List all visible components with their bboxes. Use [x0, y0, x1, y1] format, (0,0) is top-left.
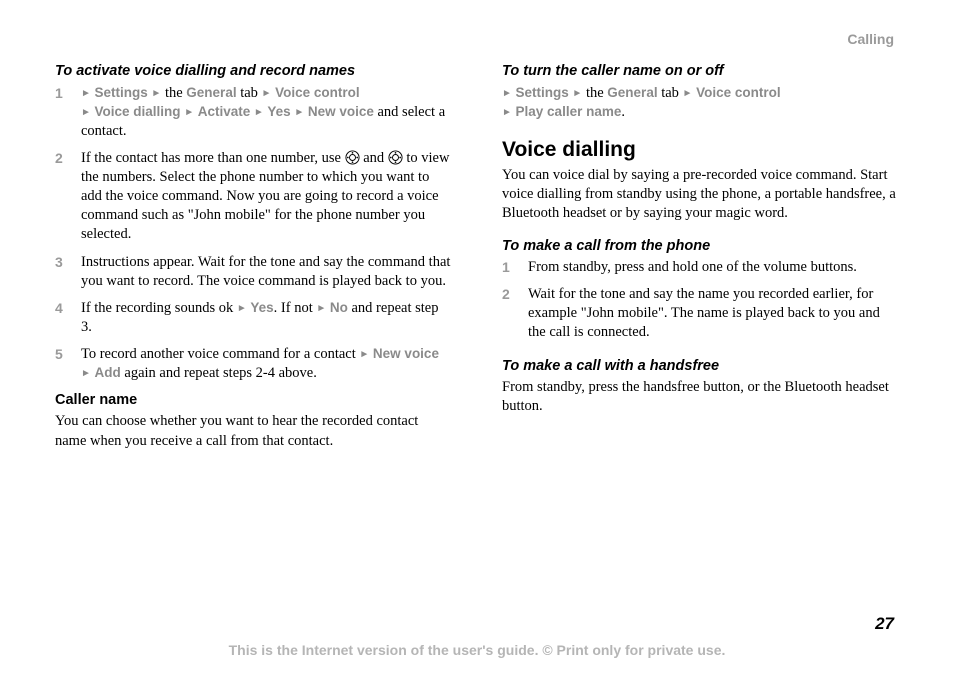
- arrow-icon: ►: [502, 88, 512, 99]
- nav-left-icon: [345, 150, 360, 165]
- text: the: [161, 85, 186, 101]
- menu-path: General: [186, 85, 236, 100]
- arrow-icon: ►: [359, 349, 369, 360]
- nav-right-icon: [388, 150, 403, 165]
- step-number: 5: [55, 345, 81, 383]
- caller-name-body: You can choose whether you want to hear …: [55, 412, 452, 450]
- step-body: To record another voice command for a co…: [81, 345, 452, 383]
- page-number: 27: [875, 613, 894, 635]
- activate-steps: 1 ► Settings ► the General tab ► Voice c…: [55, 84, 452, 384]
- menu-path: Yes: [250, 300, 273, 315]
- step-number: 3: [55, 253, 81, 291]
- activate-title: To activate voice dialling and record na…: [55, 62, 452, 80]
- menu-path: Activate: [198, 104, 251, 119]
- menu-path: Settings: [516, 85, 569, 100]
- text: If the recording sounds ok: [81, 300, 237, 316]
- arrow-icon: ►: [502, 107, 512, 118]
- arrow-icon: ►: [151, 88, 161, 99]
- list-item: 4 If the recording sounds ok ► Yes. If n…: [55, 299, 452, 337]
- right-column: To turn the caller name on or off ► Sett…: [502, 62, 899, 464]
- menu-path: No: [330, 300, 348, 315]
- text: If the contact has more than one number,…: [81, 150, 345, 166]
- arrow-icon: ►: [294, 107, 304, 118]
- page-header: Calling: [55, 30, 899, 48]
- menu-path: Add: [95, 365, 121, 380]
- step-body: Wait for the tone and say the name you r…: [528, 285, 899, 342]
- step-number: 2: [55, 149, 81, 245]
- menu-path: General: [607, 85, 657, 100]
- list-item: 1 ► Settings ► the General tab ► Voice c…: [55, 84, 452, 141]
- voice-dialling-body: You can voice dial by saying a pre-recor…: [502, 166, 899, 223]
- caller-name-section: Caller name You can choose whether you w…: [55, 391, 452, 450]
- list-item: 2 Wait for the tone and say the name you…: [502, 285, 899, 342]
- menu-path: Voice control: [275, 85, 360, 100]
- arrow-icon: ►: [81, 107, 91, 118]
- handsfree-body: From standby, press the handsfree button…: [502, 378, 899, 416]
- step-body: From standby, press and hold one of the …: [528, 258, 899, 277]
- step-number: 1: [55, 84, 81, 141]
- arrow-icon: ►: [254, 107, 264, 118]
- menu-path: Voice control: [696, 85, 781, 100]
- menu-path: Settings: [95, 85, 148, 100]
- arrow-icon: ►: [262, 88, 272, 99]
- list-item: 3 Instructions appear. Wait for the tone…: [55, 253, 452, 291]
- voice-dialling-section: Voice dialling You can voice dial by say…: [502, 136, 899, 223]
- arrow-icon: ►: [316, 303, 326, 314]
- text: and: [360, 150, 388, 166]
- step-body: Instructions appear. Wait for the tone a…: [81, 253, 452, 291]
- handsfree-section: To make a call with a handsfree From sta…: [502, 357, 899, 416]
- page-footer: This is the Internet version of the user…: [0, 641, 954, 659]
- menu-path: New voice: [308, 104, 374, 119]
- arrow-icon: ►: [81, 88, 91, 99]
- arrow-icon: ►: [237, 303, 247, 314]
- handsfree-title: To make a call with a handsfree: [502, 357, 899, 375]
- text: .: [621, 104, 625, 120]
- turn-caller-path: ► Settings ► the General tab ► Voice con…: [502, 84, 899, 122]
- list-item: 1 From standby, press and hold one of th…: [502, 258, 899, 277]
- arrow-icon: ►: [683, 88, 693, 99]
- voice-dialling-title: Voice dialling: [502, 136, 899, 164]
- list-item: 2 If the contact has more than one numbe…: [55, 149, 452, 245]
- step-number: 2: [502, 285, 528, 342]
- step-number: 4: [55, 299, 81, 337]
- step-body: ► Settings ► the General tab ► Voice con…: [81, 84, 452, 141]
- text: again and repeat steps 2-4 above.: [121, 365, 317, 381]
- menu-path: Yes: [267, 104, 290, 119]
- content-columns: To activate voice dialling and record na…: [55, 62, 899, 464]
- text: tab: [237, 85, 262, 101]
- arrow-icon: ►: [572, 88, 582, 99]
- text: tab: [658, 85, 683, 101]
- text: the: [582, 85, 607, 101]
- menu-path: Voice dialling: [95, 104, 181, 119]
- make-call-title: To make a call from the phone: [502, 237, 899, 255]
- list-item: 5 To record another voice command for a …: [55, 345, 452, 383]
- step-body: If the recording sounds ok ► Yes. If not…: [81, 299, 452, 337]
- step-body: If the contact has more than one number,…: [81, 149, 452, 245]
- menu-path: Play caller name: [516, 104, 622, 119]
- arrow-icon: ►: [81, 368, 91, 379]
- left-column: To activate voice dialling and record na…: [55, 62, 452, 464]
- menu-path: New voice: [373, 346, 439, 361]
- turn-caller-title: To turn the caller name on or off: [502, 62, 899, 80]
- caller-name-title: Caller name: [55, 391, 452, 410]
- arrow-icon: ►: [184, 107, 194, 118]
- text: To record another voice command for a co…: [81, 346, 359, 362]
- text: . If not: [274, 300, 317, 316]
- step-number: 1: [502, 258, 528, 277]
- make-call-steps: 1 From standby, press and hold one of th…: [502, 258, 899, 343]
